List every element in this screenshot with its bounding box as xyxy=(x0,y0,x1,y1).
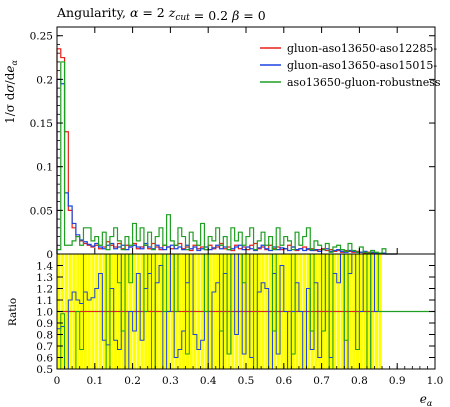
x-tick-label: 0 xyxy=(54,375,61,387)
x-tick-label: 0.1 xyxy=(86,375,103,387)
ratio-tick-label: 0.8 xyxy=(36,330,53,342)
ratio-panel: 0.50.60.70.80.91.01.11.21.31.40 0.1 0.2 0.3… xyxy=(36,253,444,387)
axis-labels: 1/σ dσ/deα Ratio eα xyxy=(3,59,433,407)
ratio-tick-label: 0.6 xyxy=(36,353,53,365)
x-tick-label: 0.7 xyxy=(313,375,330,387)
ratio-tick-label: 1.0 xyxy=(36,307,53,319)
x-tick-label: 0.5 xyxy=(238,375,255,387)
ratio-tick-label: 1.1 xyxy=(36,295,53,307)
main-panel: 0 0.05 0.1 0.15 0.2 0.25 xyxy=(30,26,436,261)
ratio-tick-label: 1.3 xyxy=(36,272,53,284)
y-tick-label: 0.15 xyxy=(30,118,53,130)
legend-label-2: gluon-aso13650-aso15015- xyxy=(287,59,437,72)
series-line-2 xyxy=(56,78,398,255)
x-tick-label: 0.6 xyxy=(275,375,292,387)
ratio-tick-label: 0.5 xyxy=(36,364,53,376)
series-line-3 xyxy=(56,61,398,255)
ratio-axis-label: Ratio xyxy=(7,298,19,326)
legend-label-1: gluon-aso13650-aso12285- xyxy=(287,42,437,55)
y-tick-label: 0 xyxy=(46,249,53,261)
legend-label-3: aso13650-gluon-robustness xyxy=(287,76,441,89)
ratio-tick-label: 1.4 xyxy=(36,261,53,273)
legend: gluon-aso13650-aso12285- gluon-aso13650-a… xyxy=(260,42,441,89)
y-tick-label: 0.1 xyxy=(36,162,53,174)
x-tick-label: 0.4 xyxy=(200,375,217,387)
ratio-tick-label: 0.7 xyxy=(36,341,53,353)
x-tick-label: 1.0 xyxy=(427,375,444,387)
chart-title: Angularity, α = 2 zcut = 0.2 β = 0 xyxy=(56,5,266,23)
y-tick-label: 0.25 xyxy=(30,31,53,43)
y-axis-label: 1/σ dσ/deα xyxy=(3,59,19,123)
y-tick-label: 0.2 xyxy=(36,74,53,86)
x-tick-label: 0.3 xyxy=(162,375,179,387)
y-tick-label: 0.05 xyxy=(30,205,53,217)
x-tick-label: 0.2 xyxy=(124,375,141,387)
title-text: Angularity, α = 2 zcut = 0.2 β = 0 xyxy=(56,5,266,23)
x-axis-label: eα xyxy=(420,392,433,407)
series-line-1 xyxy=(56,48,398,255)
ratio-tick-label: 0.9 xyxy=(36,318,53,330)
x-tick-label: 0.8 xyxy=(351,375,368,387)
ratio-tick-label: 1.2 xyxy=(36,284,53,296)
x-tick-label: 0.9 xyxy=(389,375,406,387)
